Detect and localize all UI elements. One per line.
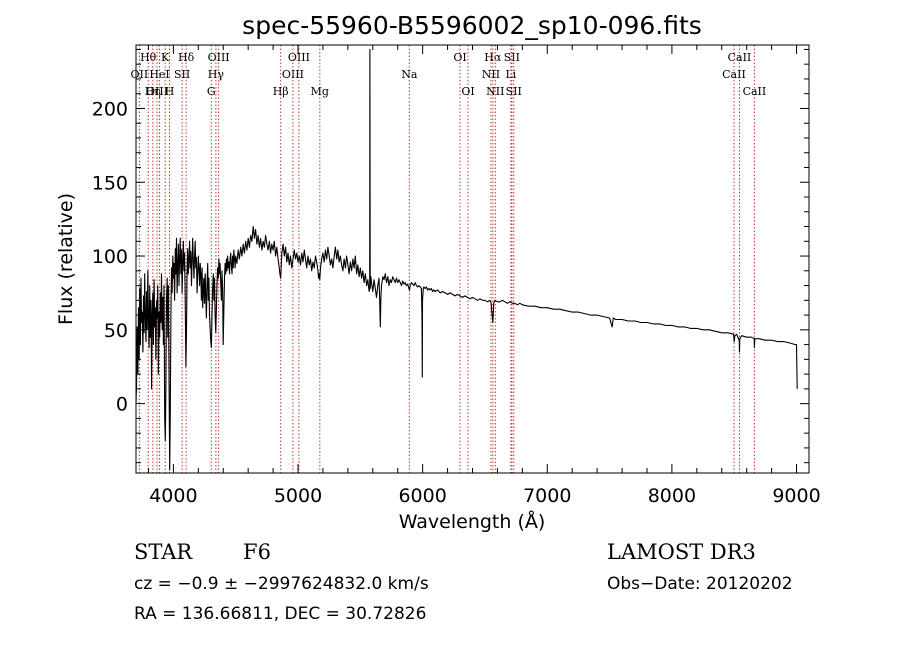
spectral-line-label: OIII <box>146 85 168 98</box>
spectral-line-label: NII <box>482 68 500 81</box>
y-tick-label: 50 <box>104 320 128 342</box>
spectral-line-label: HeI <box>149 68 169 81</box>
y-tick-label: 150 <box>92 172 128 194</box>
spectral-line-label: OI <box>461 85 474 98</box>
coordinates-readout: RA = 136.66811, DEC = 30.72826 <box>134 604 426 624</box>
redshift-readout: cz = −0.9 ± −2997624832.0 km/s <box>134 574 429 594</box>
obs-date: Obs−Date: 20120202 <box>607 574 793 594</box>
spectral-line-label: Hη <box>145 85 161 98</box>
spectral-line-label: OII <box>131 68 149 81</box>
spectral-line-label: OIII <box>208 51 230 64</box>
spectral-line-label: CaII <box>722 68 746 81</box>
y-axis-ticks: 0 50 100 150 200 <box>92 48 809 464</box>
spectral-line-label: OIII <box>288 51 310 64</box>
spectral-line-label: Hδ <box>178 51 195 64</box>
spectral-line-label: H <box>165 85 175 98</box>
x-tick-label: 8000 <box>648 485 696 507</box>
spectral-line-label: Hβ <box>273 85 289 98</box>
spectrum-series-line <box>135 48 798 471</box>
spectral-line-label: Hγ <box>208 68 225 81</box>
spectral-line-label: Li <box>505 68 516 81</box>
spectral-line-label: SII <box>174 68 190 81</box>
y-tick-label: 200 <box>92 98 128 120</box>
spectral-line-label: K <box>161 51 170 64</box>
spectral-line-label: G <box>207 85 216 98</box>
x-tick-label: 9000 <box>772 485 820 507</box>
object-subclass: F6 <box>243 540 271 564</box>
x-tick-label: 6000 <box>398 485 446 507</box>
x-axis-ticks: 4000 5000 6000 7000 8000 9000 <box>147 45 821 507</box>
spectral-line-label: OI <box>453 51 466 64</box>
spectral-line-label: CaII <box>728 51 752 64</box>
x-tick-label: 4000 <box>149 485 197 507</box>
x-tick-label: 5000 <box>274 485 322 507</box>
spectral-line-label: OIII <box>282 68 304 81</box>
spectral-line-label: NII <box>486 85 504 98</box>
spectral-line-label: Hα <box>484 51 502 64</box>
spectral-line-label: CaII <box>743 85 767 98</box>
spectral-line-label: Na <box>401 68 418 81</box>
spectral-line-label: Hθ <box>140 51 157 64</box>
spectral-line-label: SII <box>506 85 522 98</box>
spectral-line-label: SII <box>504 51 520 64</box>
chart-title: spec-55960-B5596002_sp10-096.fits <box>242 11 702 40</box>
x-axis-label: Wavelength (Å) <box>399 510 546 533</box>
y-tick-label: 100 <box>92 246 128 268</box>
y-tick-label: 0 <box>116 394 128 416</box>
x-tick-label: 7000 <box>523 485 571 507</box>
survey-name: LAMOST DR3 <box>607 540 756 564</box>
y-axis-label: Flux (relative) <box>55 193 77 325</box>
object-type: STAR <box>134 540 193 564</box>
spectral-line-label: Mg <box>311 85 329 98</box>
